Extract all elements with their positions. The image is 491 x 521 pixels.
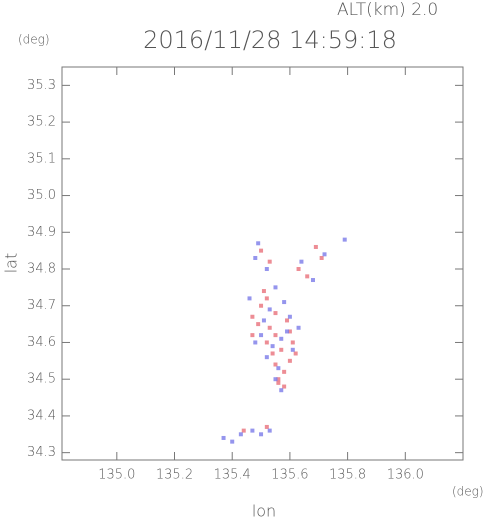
data-point xyxy=(287,314,292,319)
data-point xyxy=(241,428,246,433)
data-point xyxy=(322,252,327,257)
plot-frame xyxy=(61,66,464,461)
y-tick-label: 35.1 xyxy=(27,151,56,166)
data-point xyxy=(250,428,255,433)
data-point xyxy=(310,278,315,283)
data-point xyxy=(259,303,264,308)
data-point xyxy=(296,325,301,330)
data-point xyxy=(264,355,269,360)
x-tick-label: 136.0 xyxy=(387,468,424,483)
y-tick-label: 34.4 xyxy=(27,408,56,423)
data-point xyxy=(259,432,264,437)
y-tick-label: 34.6 xyxy=(27,335,56,350)
y-tick-label: 34.9 xyxy=(27,225,56,240)
data-point xyxy=(282,369,287,374)
data-point xyxy=(230,439,235,444)
data-point xyxy=(250,333,255,338)
data-point xyxy=(276,366,281,371)
data-point xyxy=(290,347,295,352)
y-unit: (deg) xyxy=(18,33,50,47)
y-tick-label: 34.5 xyxy=(27,372,56,387)
data-point xyxy=(261,289,266,294)
data-point xyxy=(342,237,347,242)
data-point xyxy=(319,255,324,260)
data-point xyxy=(285,329,290,334)
data-point xyxy=(299,259,304,264)
data-point xyxy=(238,432,243,437)
data-point xyxy=(264,296,269,301)
data-point xyxy=(264,340,269,345)
y-tick-label: 35.0 xyxy=(27,188,56,203)
data-point xyxy=(270,344,275,349)
data-point xyxy=(264,267,269,272)
data-point xyxy=(287,358,292,363)
x-tick-label: 135.4 xyxy=(214,468,251,483)
data-point xyxy=(273,333,278,338)
x-axis-label: lon xyxy=(252,502,276,521)
x-tick-label: 135.0 xyxy=(98,468,135,483)
data-point xyxy=(253,340,258,345)
x-tick-label: 135.6 xyxy=(271,468,308,483)
data-point xyxy=(259,333,264,338)
data-point xyxy=(279,347,284,352)
x-tick-label: 135.8 xyxy=(329,468,366,483)
data-point xyxy=(267,307,272,312)
data-point xyxy=(285,318,290,323)
data-point xyxy=(259,248,264,253)
y-tick-label: 34.3 xyxy=(27,445,56,460)
y-tick-label: 34.7 xyxy=(27,298,56,313)
data-point xyxy=(256,241,261,246)
data-point xyxy=(267,428,272,433)
y-tick-label: 35.2 xyxy=(27,115,56,130)
data-point xyxy=(247,296,252,301)
data-point xyxy=(267,325,272,330)
data-point xyxy=(273,377,278,382)
data-point xyxy=(276,377,281,382)
data-point xyxy=(261,318,266,323)
data-point xyxy=(305,274,310,279)
data-point xyxy=(250,314,255,319)
y-tick-label: 34.8 xyxy=(27,262,56,277)
data-point xyxy=(287,329,292,334)
chart-title: 2016/11/28 14:59:18 xyxy=(143,26,397,54)
data-point xyxy=(221,435,226,440)
data-point xyxy=(273,311,278,316)
data-point xyxy=(279,336,284,341)
data-point xyxy=(273,285,278,290)
data-point xyxy=(276,380,281,385)
y-axis-label: lat xyxy=(2,253,21,274)
data-point xyxy=(282,300,287,305)
x-tick-label: 135.2 xyxy=(156,468,193,483)
data-point xyxy=(282,384,287,389)
data-point xyxy=(313,244,318,249)
data-point xyxy=(293,351,298,356)
data-point xyxy=(273,362,278,367)
data-point xyxy=(270,351,275,356)
data-point xyxy=(264,424,269,429)
altitude-label: ALT(km) 2.0 xyxy=(337,0,438,20)
data-point xyxy=(296,267,301,272)
data-point xyxy=(290,340,295,345)
data-point xyxy=(256,322,261,327)
data-point xyxy=(253,255,258,260)
data-point xyxy=(279,388,284,393)
x-unit: (deg) xyxy=(452,485,484,499)
y-tick-label: 35.3 xyxy=(27,78,56,93)
data-point xyxy=(267,259,272,264)
